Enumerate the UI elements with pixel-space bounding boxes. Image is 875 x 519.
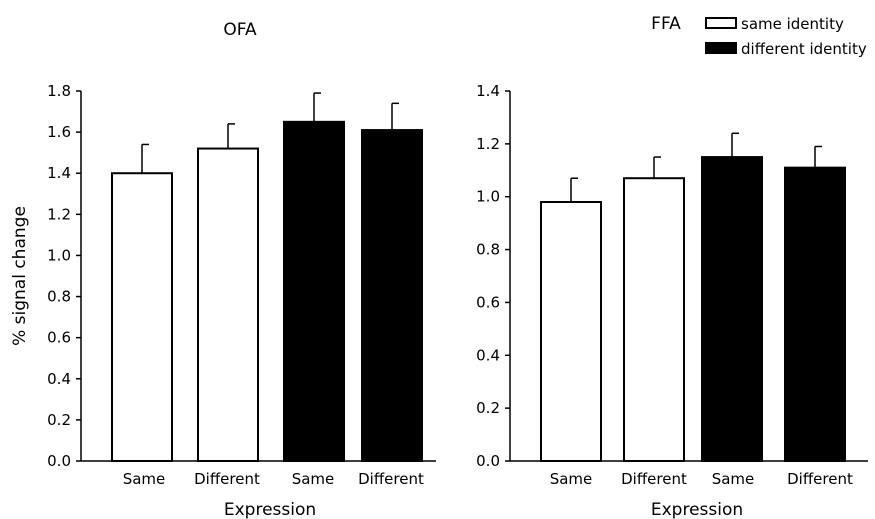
bar — [784, 166, 846, 462]
x-tick-label: Different — [358, 470, 424, 488]
y-tick-label: 0.0 — [47, 452, 71, 470]
bar — [361, 129, 423, 463]
y-axis-label: % signal change — [10, 206, 30, 346]
bar — [701, 156, 763, 462]
bar — [623, 177, 685, 462]
x-tick-label: Same — [123, 470, 166, 488]
y-tick-label: 1.2 — [47, 205, 71, 223]
legend: same identity different identity — [705, 15, 867, 58]
y-tick-label: 1.0 — [476, 188, 500, 206]
bar — [111, 172, 173, 462]
chart-title: FFA — [651, 14, 681, 34]
x-axis-label: Expression — [224, 500, 316, 519]
legend-different-identity-label: different identity — [741, 40, 867, 58]
y-tick-label: 0.2 — [476, 399, 500, 417]
x-axis-label: Expression — [651, 500, 743, 519]
y-tick-label: 0.8 — [476, 241, 500, 259]
y-tick-label: 0.4 — [47, 370, 71, 388]
y-tick-label: 0.4 — [476, 346, 500, 364]
y-tick-label: 0.2 — [47, 411, 71, 429]
y-tick-label: 1.0 — [47, 246, 71, 264]
ffa-panel: FFA 0.0 0.2 0.4 0.6 0.8 1.0 1.2 1.4 Same Different… — [476, 14, 868, 519]
x-tick-label: Same — [550, 470, 593, 488]
chart-title: OFA — [223, 20, 257, 40]
ofa-panel: OFA 0.0 0.2 0.4 0.6 0.8 1.0 1.2 1.4 1.6 1.8 Same Dif… — [10, 20, 436, 519]
y-tick-label: 0.8 — [47, 288, 71, 306]
bar — [283, 120, 345, 462]
x-tick-label: Same — [292, 470, 335, 488]
y-tick-label: 1.4 — [47, 164, 71, 182]
x-tick-label: Different — [787, 470, 853, 488]
x-tick-label: Different — [194, 470, 260, 488]
bar — [540, 201, 602, 462]
y-tick-label: 0.0 — [476, 452, 500, 470]
y-tick-label: 1.4 — [476, 82, 500, 100]
x-tick-label: Different — [621, 470, 687, 488]
legend-same-identity-label: same identity — [741, 15, 844, 33]
y-tick-label: 1.2 — [476, 135, 500, 153]
y-tick-label: 0.6 — [47, 329, 71, 347]
legend-different-identity-swatch — [705, 42, 737, 54]
y-tick-label: 0.6 — [476, 293, 500, 311]
bar — [197, 147, 259, 463]
legend-same-identity-swatch — [705, 17, 737, 29]
y-tick-label: 1.6 — [47, 123, 71, 141]
x-tick-label: Same — [712, 470, 755, 488]
y-tick-label: 1.8 — [47, 82, 71, 100]
